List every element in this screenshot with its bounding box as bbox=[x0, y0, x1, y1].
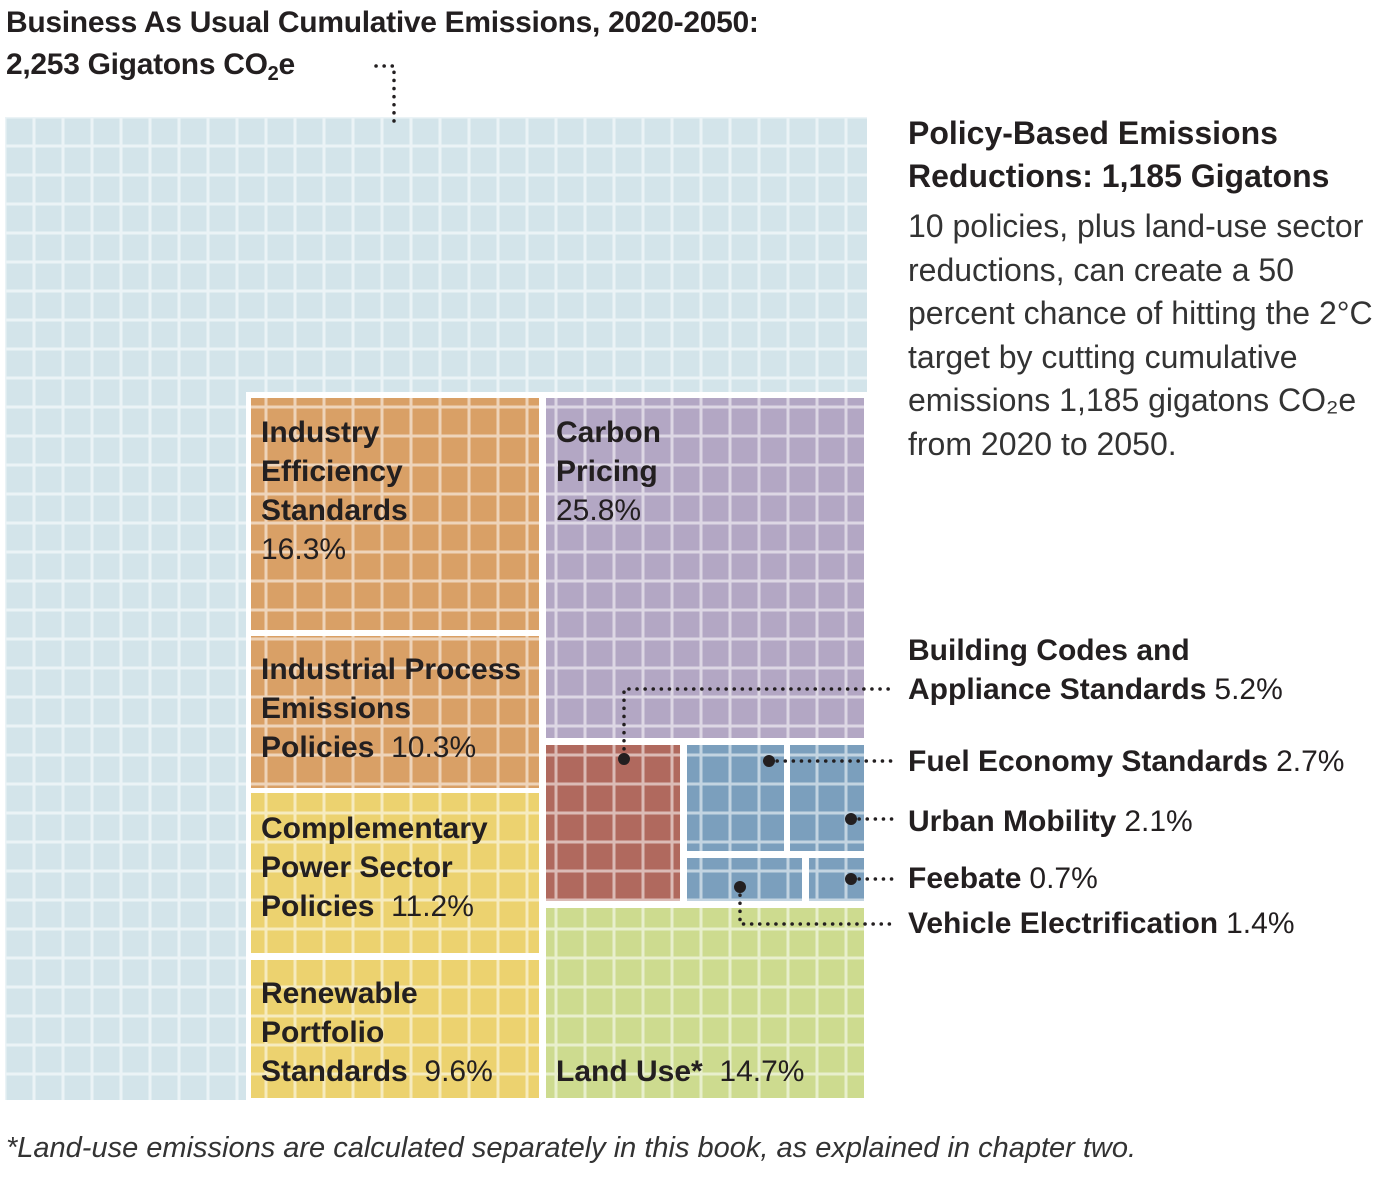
label-renewable-portfolio: Renewable Portfolio Standards 9.6% bbox=[261, 977, 493, 1088]
leader-bau-total bbox=[374, 64, 396, 130]
callout-fuel-economy: Fuel Economy Standards 2.7% bbox=[908, 745, 1345, 778]
callout-feebate: Feebate 0.7% bbox=[908, 862, 1098, 895]
block-grid-building-codes-and-appliance-standards bbox=[546, 745, 680, 901]
title-line-1: Business As Usual Cumulative Emissions, … bbox=[6, 6, 759, 39]
block-grid-land-use bbox=[546, 908, 864, 1098]
title-line-2: 2,253 Gigatons CO2e bbox=[6, 48, 295, 85]
label-industrial-process: Industrial Process Emissions Policies 10… bbox=[261, 653, 522, 764]
marker-feebate bbox=[845, 873, 857, 885]
callout-vehicle-electrification: Vehicle Electrification 1.4% bbox=[908, 907, 1295, 940]
block-grid-complementary-power-sector-policies bbox=[251, 793, 539, 953]
block-grid-industry-efficiency-standards bbox=[251, 398, 539, 630]
block-grid-renewable-portfolio-standards bbox=[251, 960, 539, 1098]
label-complementary-power: Complementary Power Sector Policies 11.2… bbox=[261, 812, 488, 923]
marker-urban-mobility bbox=[845, 813, 857, 825]
leader-building-codes bbox=[622, 687, 898, 759]
label-land-use: Land Use* 14.7% bbox=[556, 1055, 805, 1088]
callout-building-codes: Building Codes and Appliance Standards 5.… bbox=[908, 634, 1283, 706]
marker-fuel-economy bbox=[763, 755, 775, 767]
block-grid-carbon-pricing bbox=[546, 398, 864, 738]
marker-building-codes bbox=[618, 753, 630, 765]
marker-vehicle-electrification bbox=[734, 881, 746, 893]
label-carbon-pricing: Carbon Pricing 25.8% bbox=[556, 416, 661, 527]
block-grid-vehicle-electrification bbox=[687, 858, 802, 901]
side-description: 10 policies, plus land-use sector reduct… bbox=[908, 208, 1373, 462]
chart-title: Business As Usual Cumulative Emissions, … bbox=[6, 2, 759, 95]
block-grid-industrial-process-emissions-policies bbox=[251, 636, 539, 788]
callout-urban-mobility: Urban Mobility 2.1% bbox=[908, 805, 1193, 838]
label-industry-efficiency: Industry Efficiency Standards 16.3% bbox=[261, 416, 408, 566]
block-grid-urban-mobility bbox=[790, 745, 864, 851]
side-heading: Policy-Based Emissions Reductions: 1,185… bbox=[908, 115, 1330, 194]
footnote: *Land-use emissions are calculated separ… bbox=[6, 1132, 1137, 1164]
